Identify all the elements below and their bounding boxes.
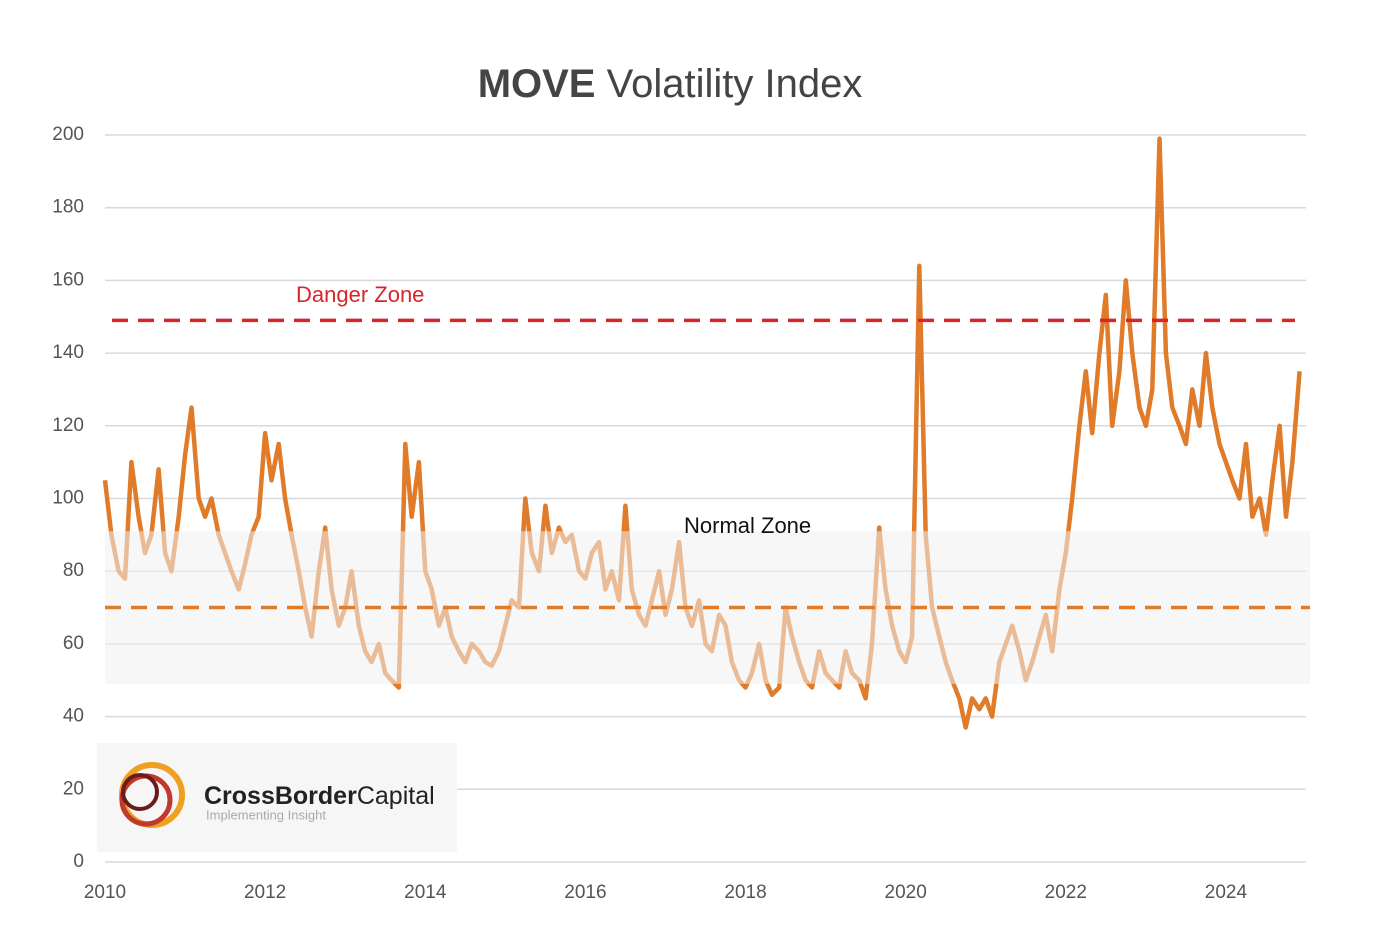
y-tick-label: 100 — [52, 488, 84, 509]
y-tick-label: 40 — [63, 706, 84, 727]
logo-name-rest: Capital — [357, 782, 435, 810]
logo-name-bold: CrossBorder — [204, 782, 357, 810]
zone-label: Normal Zone — [684, 513, 811, 538]
logo-ring — [121, 773, 159, 811]
y-tick-label: 200 — [52, 124, 84, 145]
x-tick-label: 2024 — [1205, 882, 1248, 903]
logo-tagline: Implementing Insight — [206, 807, 326, 822]
y-tick-label: 140 — [52, 342, 84, 363]
x-tick-label: 2018 — [724, 882, 766, 903]
x-tick-label: 2014 — [404, 882, 447, 903]
y-tick-label: 0 — [73, 851, 84, 872]
x-tick-label: 2016 — [564, 882, 606, 903]
title-bold: MOVE — [478, 62, 596, 106]
y-tick-label: 20 — [63, 778, 84, 799]
x-tick-label: 2012 — [244, 882, 286, 903]
y-tick-label: 60 — [63, 633, 84, 654]
y-tick-label: 180 — [52, 197, 84, 218]
x-tick-label: 2022 — [1045, 882, 1087, 903]
y-tick-label: 80 — [63, 560, 84, 581]
zone-label: Danger Zone — [296, 282, 424, 307]
x-tick-label: 2020 — [885, 882, 927, 903]
title-rest: Volatility Index — [607, 62, 863, 106]
y-tick-label: 160 — [52, 269, 84, 290]
y-tick-label: 120 — [52, 415, 84, 436]
chart-title: MOVE Volatility Index — [478, 62, 863, 106]
logo-icon — [119, 762, 185, 828]
x-tick-label: 2010 — [84, 882, 126, 903]
logo-name: CrossBorderCapital — [204, 782, 435, 810]
